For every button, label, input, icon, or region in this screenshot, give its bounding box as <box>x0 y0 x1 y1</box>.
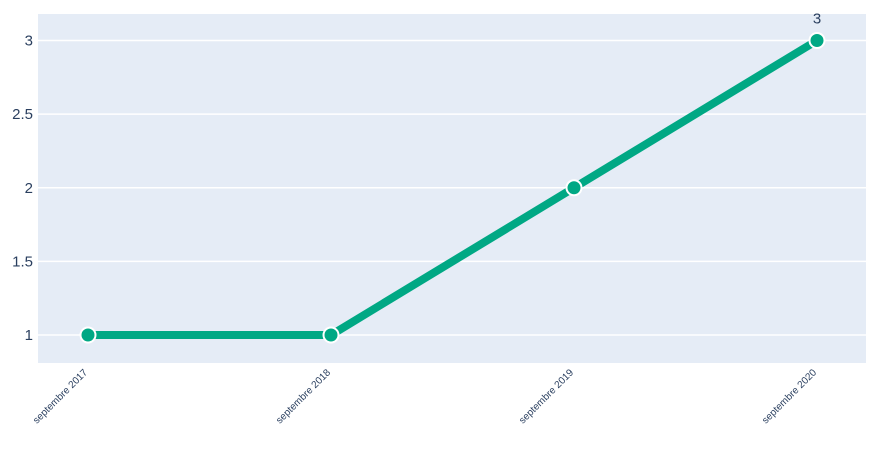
data-point[interactable] <box>79 326 97 344</box>
series-layer <box>79 32 826 344</box>
y-tick-label: 1.5 <box>12 253 33 270</box>
x-tick-label: septembre 2017 <box>31 367 90 426</box>
y-tick-label: 2 <box>25 180 33 197</box>
data-point[interactable] <box>808 32 826 50</box>
y-axis-ticks: 1 1.5 2 2.5 3 <box>12 33 33 345</box>
x-tick-label: septembre 2018 <box>274 367 333 426</box>
data-point[interactable] <box>565 179 583 197</box>
x-tick-label: septembre 2020 <box>760 367 819 426</box>
series-line <box>84 36 821 340</box>
data-labels: 3 <box>813 11 821 28</box>
y-tick-label: 1 <box>25 327 33 344</box>
data-label: 3 <box>813 11 821 28</box>
x-axis-ticks: septembre 2017 septembre 2018 septembre 20… <box>31 367 819 426</box>
x-tick-label: septembre 2019 <box>517 367 576 426</box>
y-tick-label: 2.5 <box>12 106 33 123</box>
data-point[interactable] <box>322 326 340 344</box>
y-tick-label: 3 <box>25 33 33 50</box>
